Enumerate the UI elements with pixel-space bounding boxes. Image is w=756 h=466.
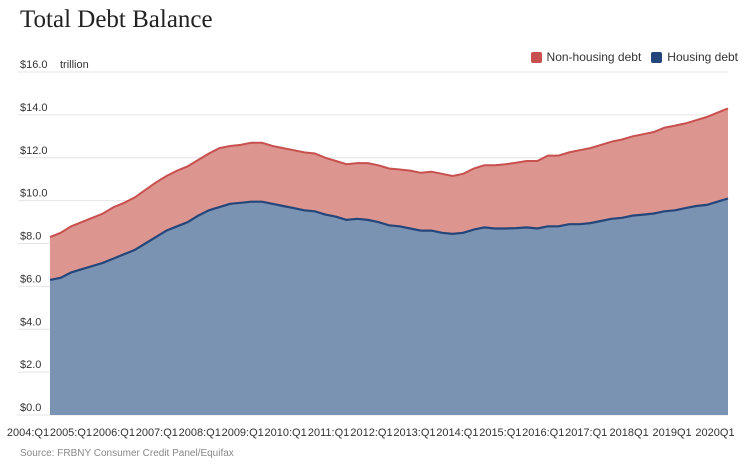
legend-label-non-housing: Non-housing debt	[546, 50, 642, 64]
non-housing-debt-area	[50, 108, 728, 280]
x-tick-label: 2020Q1	[695, 427, 734, 439]
x-tick-label: 2017:Q1	[565, 427, 607, 439]
y-tick-label: $6.0	[20, 273, 41, 285]
x-axis: 2004:Q1 2005:Q1 2006:Q1 2007:Q1 2008:Q1 2009:…	[7, 427, 735, 439]
legend-item-non-housing[interactable]: Non-housing debt	[530, 50, 642, 64]
x-tick-label: 2007:Q1	[136, 427, 178, 439]
legend-swatch-housing	[651, 51, 663, 63]
x-tick-label: 2014:Q1	[436, 427, 478, 439]
legend: Non-housing debt Housing debt	[530, 50, 738, 64]
x-tick-label: 2016:Q1	[522, 427, 564, 439]
chart-areas	[49, 107, 729, 415]
legend-item-housing[interactable]: Housing debt	[651, 50, 738, 64]
legend-label-housing: Housing debt	[667, 50, 738, 64]
x-tick-label: 2005:Q1	[50, 427, 92, 439]
y-tick-label: $16.0	[20, 59, 48, 71]
x-tick-label: 2008:Q1	[179, 427, 221, 439]
x-tick-label: 2004:Q1	[7, 427, 49, 439]
x-tick-label: 2019Q1	[652, 427, 691, 439]
chart-title: Total Debt Balance	[20, 6, 213, 33]
y-tick-label: $14.0	[20, 102, 48, 114]
x-tick-label: 2006:Q1	[93, 427, 135, 439]
y-axis: $0.0 $2.0 $4.0 $6.0 $8.0 $10.0 $12.0 $14.0 $16.0…	[20, 59, 89, 414]
x-tick-label: 2010:Q1	[265, 427, 307, 439]
legend-swatch-non-housing	[530, 51, 542, 63]
y-tick-label: $10.0	[20, 188, 48, 200]
source-note: Source: FRBNY Consumer Credit Panel/Equi…	[20, 448, 234, 459]
housing-debt-area	[50, 198, 728, 415]
y-tick-label: $12.0	[20, 145, 48, 157]
x-tick-label: 2011:Q1	[308, 427, 349, 439]
y-tick-label: $2.0	[20, 359, 41, 371]
housing-debt-line	[49, 197, 729, 281]
x-tick-label: 2013:Q1	[393, 427, 435, 439]
x-tick-label: 2018Q1	[610, 427, 649, 439]
x-tick-label: 2009:Q1	[222, 427, 264, 439]
non-housing-debt-line	[49, 107, 729, 239]
x-tick-label: 2015:Q1	[479, 427, 521, 439]
y-tick-label: $0.0	[20, 402, 41, 414]
x-tick-label: 2012:Q1	[350, 427, 392, 439]
y-tick-label: $4.0	[20, 316, 41, 328]
y-tick-label: $8.0	[20, 231, 41, 243]
y-unit-label: trillion	[60, 59, 89, 71]
